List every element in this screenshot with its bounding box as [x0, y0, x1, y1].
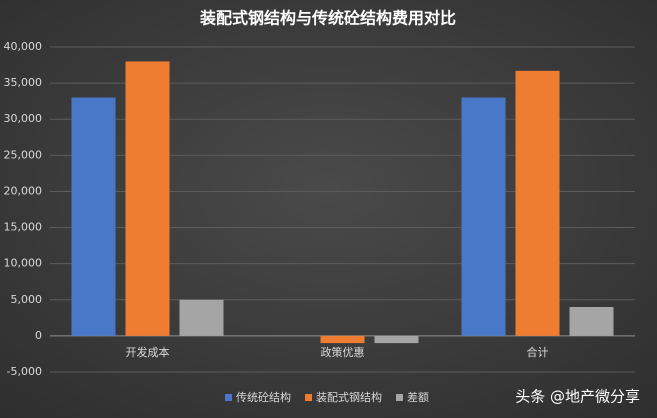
legend-label: 装配式钢结构 [316, 390, 382, 404]
watermark: 头条 @地产微分享 [515, 388, 640, 406]
y-tick-label: 35,000 [4, 76, 43, 89]
x-tick-label: 政策优惠 [321, 345, 365, 359]
bar [569, 307, 614, 336]
bar [179, 299, 224, 336]
legend-swatch [396, 394, 403, 401]
bar [125, 61, 170, 336]
bar [71, 97, 116, 336]
y-tick-label: 20,000 [4, 184, 43, 197]
x-tick-label: 开发成本 [126, 345, 170, 359]
x-tick-label: 合计 [527, 345, 549, 359]
bar [320, 335, 365, 344]
legend-label: 传统砼结构 [236, 390, 291, 404]
bar [461, 97, 506, 336]
y-tick-label: 25,000 [4, 148, 43, 161]
chart-title: 装配式钢结构与传统砼结构费用对比 [199, 9, 456, 28]
y-tick-label: -5,000 [7, 365, 42, 378]
legend-swatch [305, 394, 312, 401]
y-tick-label: 0 [35, 329, 42, 342]
legend-label: 差额 [407, 390, 429, 404]
bar [515, 70, 560, 336]
y-tick-label: 10,000 [4, 257, 43, 270]
y-tick-label: 40,000 [4, 40, 43, 53]
y-tick-label: 5,000 [11, 293, 43, 306]
bar [374, 335, 419, 344]
y-tick-label: 15,000 [4, 221, 43, 234]
legend-swatch [225, 394, 232, 401]
y-tick-label: 30,000 [4, 112, 43, 125]
